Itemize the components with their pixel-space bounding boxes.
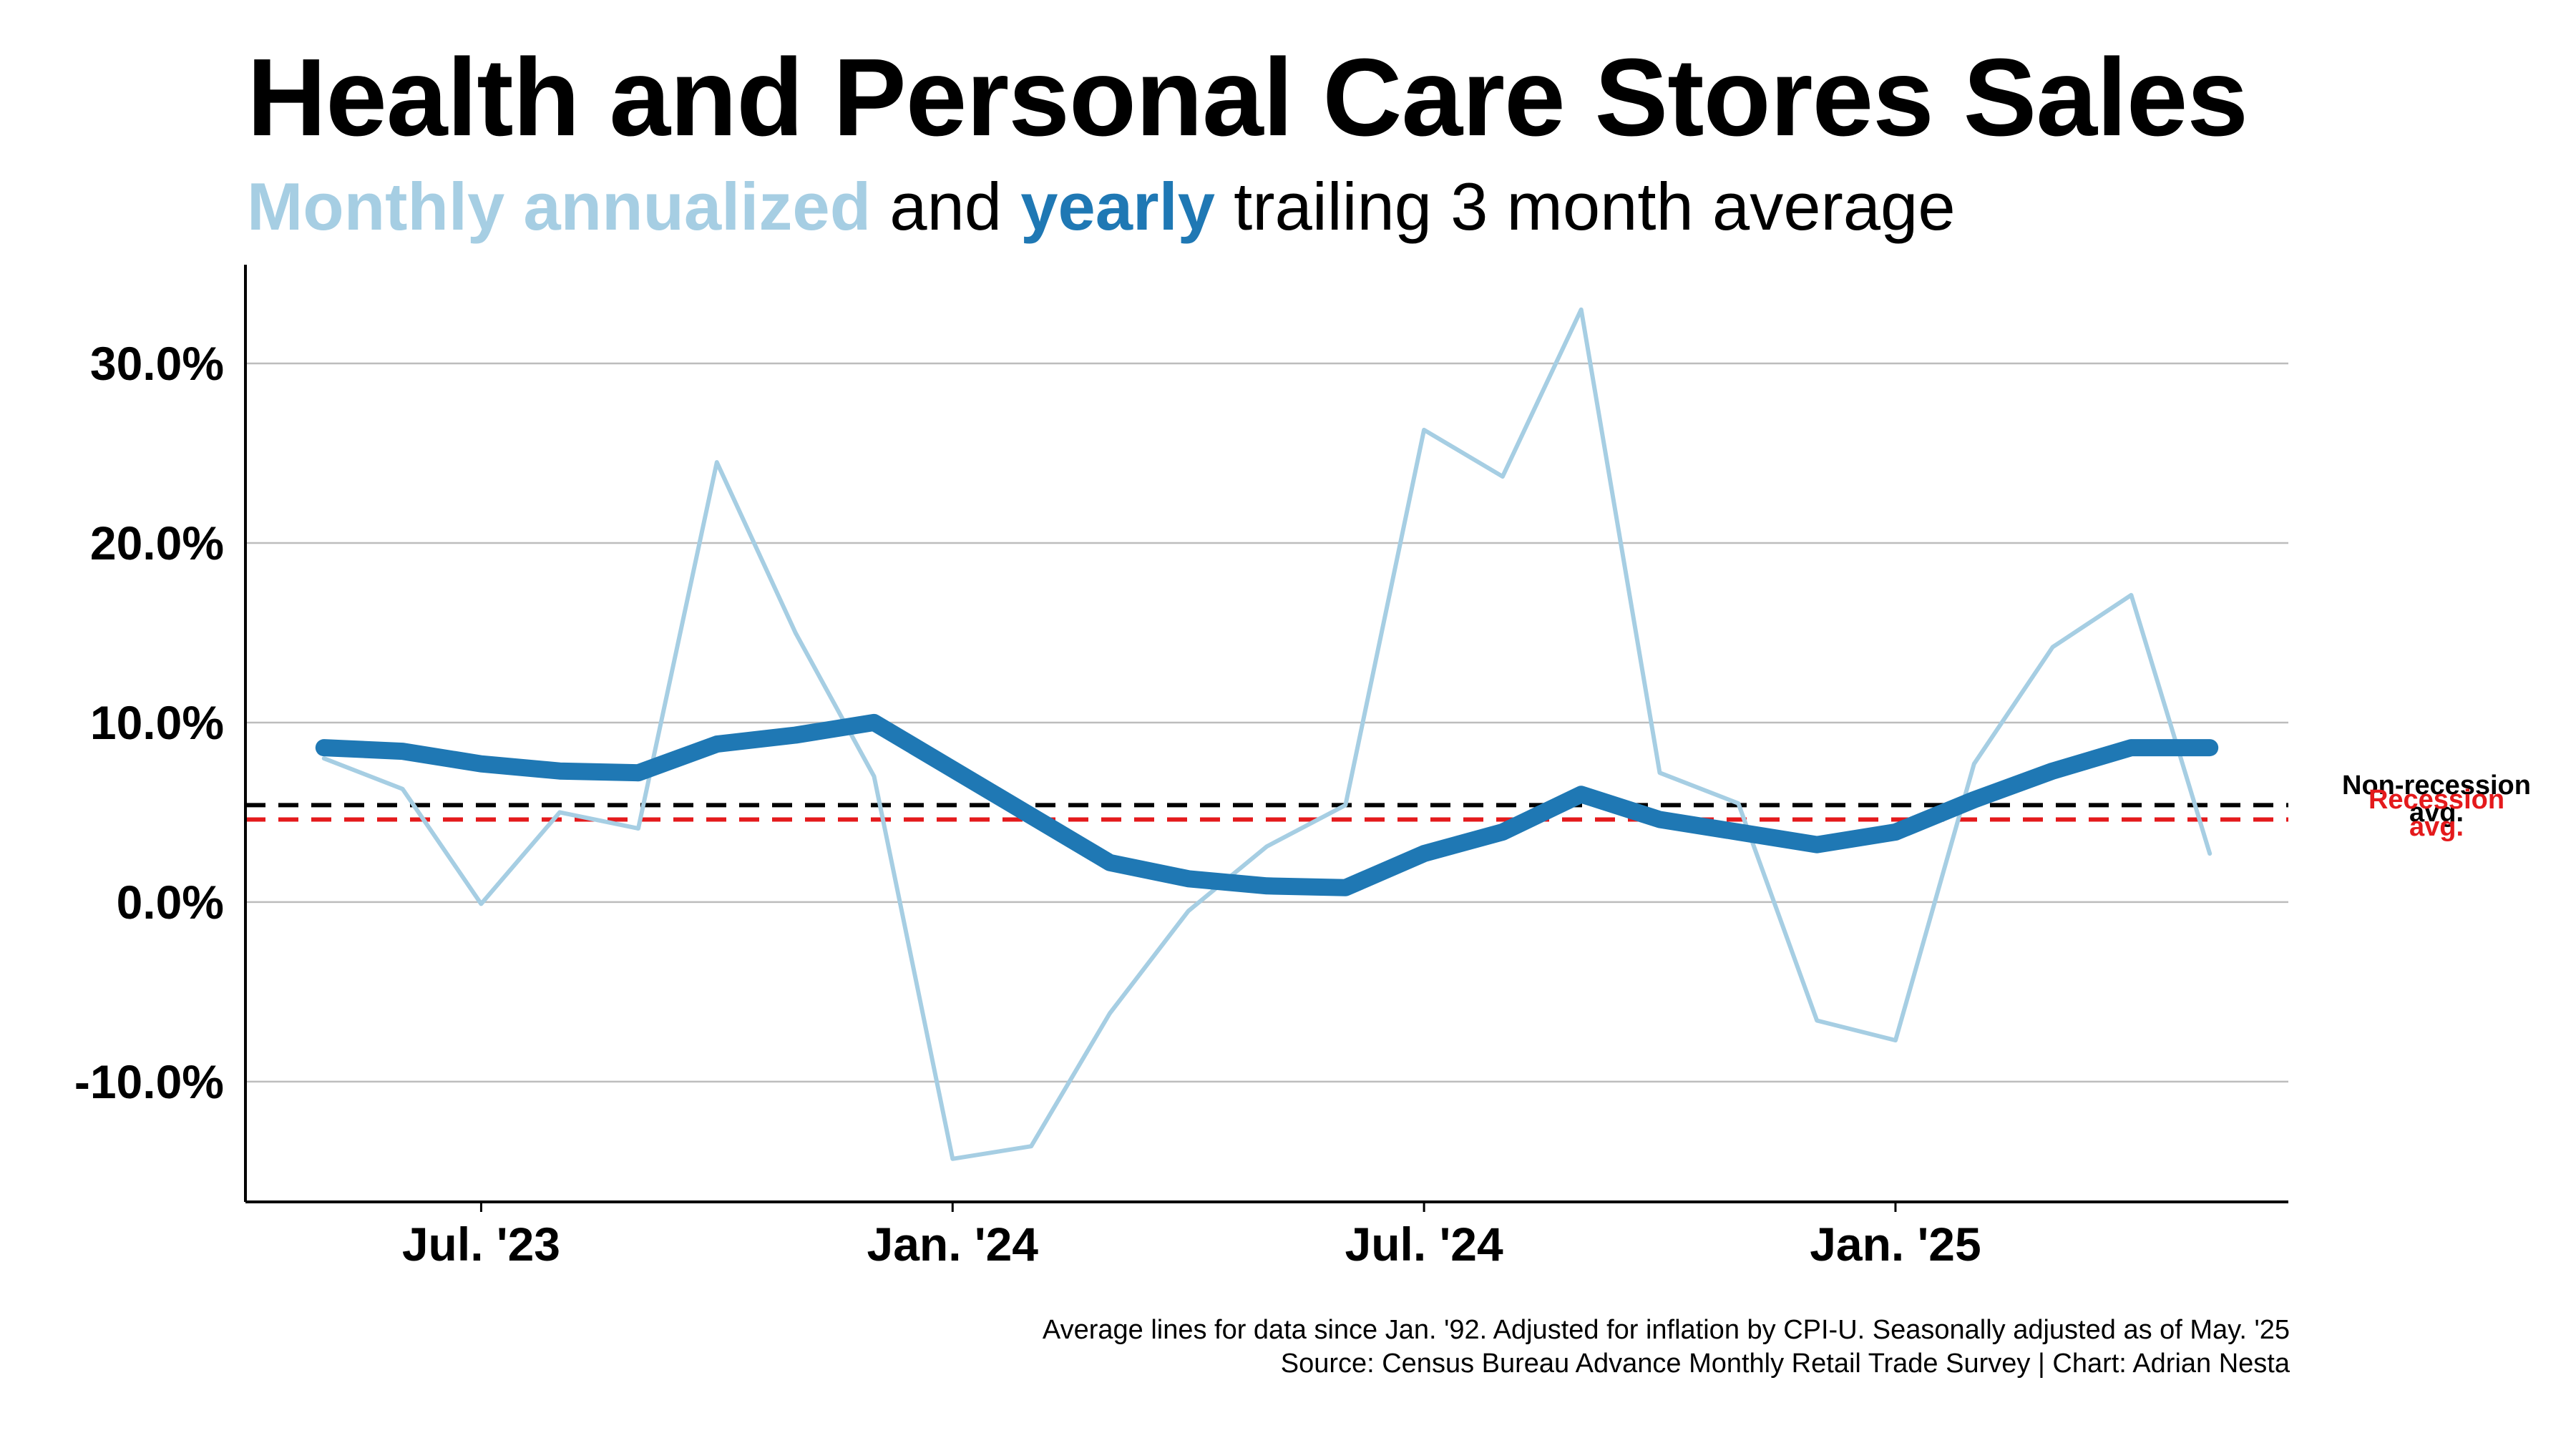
reference-label: Non-recession (2342, 771, 2531, 801)
x-tick-label: Jan. '24 (867, 1218, 1039, 1271)
y-tick-label: 0.0% (117, 876, 224, 929)
y-tick-label: 20.0% (90, 517, 224, 569)
subtitle-monthly-series: Monthly annualized (247, 169, 872, 244)
y-tick-label: 10.0% (90, 696, 224, 749)
y-tick-label: 30.0% (90, 337, 224, 390)
reference-label-avg: avg. (2409, 798, 2464, 828)
subtitle-rest: trailing 3 month average (1215, 169, 1956, 244)
footnote: Average lines for data since Jan. '92. A… (1043, 1314, 2290, 1381)
monthly-annualized-line (321, 307, 2212, 1161)
subtitle-yearly-series: yearly (1020, 169, 1216, 244)
yearly-trailing-average-line (315, 713, 2219, 896)
chart-subtitle: Monthly annualized and yearly trailing 3… (247, 168, 1956, 245)
reference-lines (245, 803, 2288, 822)
reference-label: Recession (2368, 785, 2504, 815)
series-lines (315, 307, 2219, 1161)
chart-title: Health and Personal Care Stores Sales (247, 36, 2248, 159)
footnote-line-2: Source: Census Bureau Advance Monthly Re… (1280, 1349, 2290, 1379)
x-tick-labels: Jul. '23 Jan. '24 Jul. '24 Jan. '25 (402, 1202, 1981, 1271)
axes (244, 265, 2288, 1203)
grid-lines (245, 362, 2288, 1083)
y-tick-label: -10.0% (74, 1055, 224, 1108)
y-tick-labels: -10.0% 0.0% 10.0% 20.0% 30.0% (74, 337, 224, 1108)
x-tick-label: Jul. '24 (1345, 1218, 1503, 1271)
x-tick-label: Jan. '25 (1810, 1218, 1981, 1271)
footnote-line-1: Average lines for data since Jan. '92. A… (1042, 1315, 2290, 1345)
subtitle-and: and (871, 169, 1021, 244)
reference-label-avg: avg. (2409, 812, 2464, 842)
x-tick-label: Jul. '23 (402, 1218, 560, 1271)
